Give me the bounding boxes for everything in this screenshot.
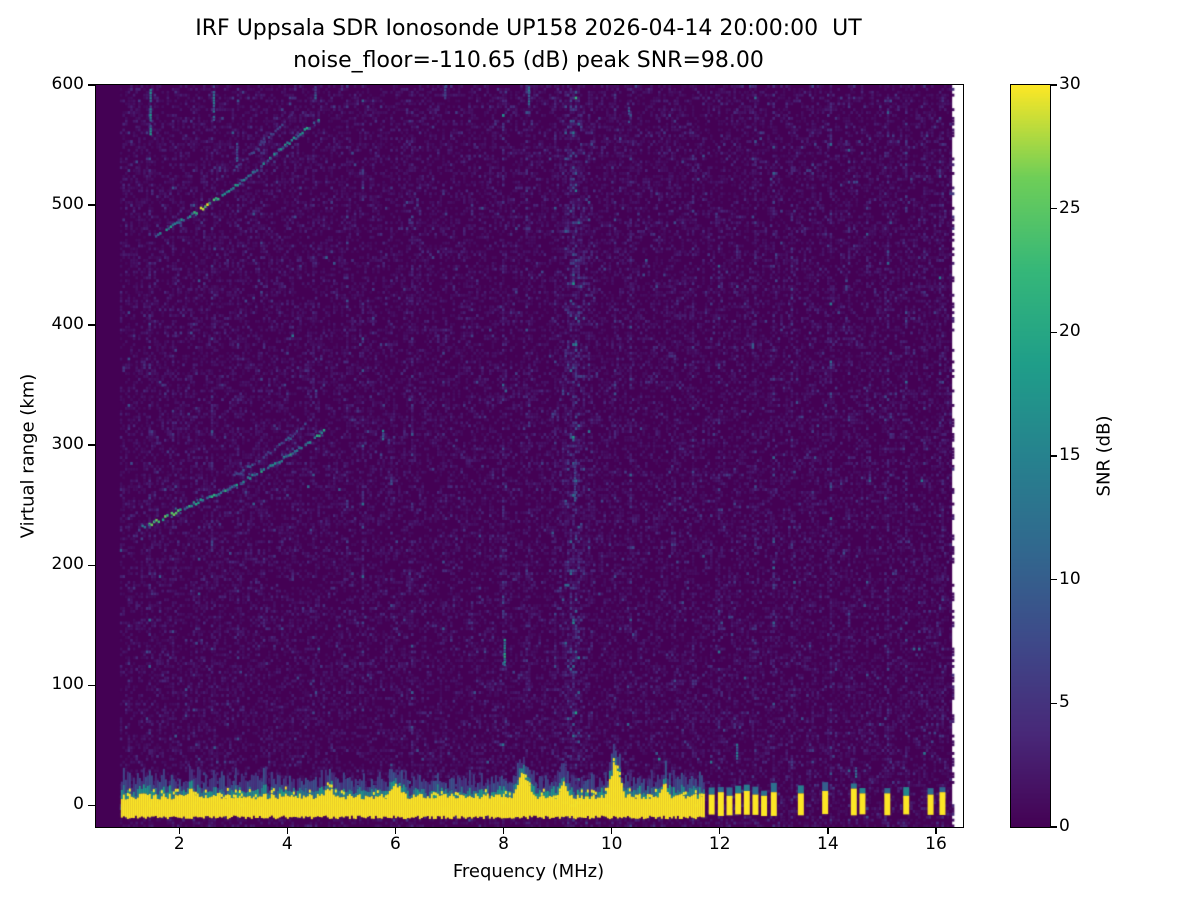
y-tick-mark	[88, 84, 95, 86]
colorbar-tick-label: 10	[1059, 568, 1081, 589]
y-tick-label: 400	[51, 314, 84, 335]
y-tick-label: 500	[51, 194, 84, 215]
colorbar-tick-mark	[1051, 702, 1057, 705]
y-tick-label: 0	[73, 794, 84, 815]
x-tick-label: 8	[498, 834, 509, 854]
x-axis-label: Frequency (MHz)	[452, 861, 605, 882]
x-tick-mark	[286, 828, 289, 834]
colorbar-tick-label: 25	[1059, 197, 1081, 218]
colorbar-tick-mark	[1051, 826, 1057, 828]
x-tick-label: 10	[600, 834, 623, 854]
y-tick-label: 300	[51, 434, 84, 455]
x-tick-label: 14	[817, 834, 839, 854]
y-tick-mark	[88, 804, 95, 807]
x-tick-mark	[178, 828, 180, 834]
colorbar-tick-mark	[1051, 84, 1057, 86]
plot-area	[95, 84, 964, 828]
x-tick-label: 4	[281, 834, 293, 854]
colorbar-tick-mark	[1051, 578, 1057, 581]
colorbar-tick-mark	[1051, 455, 1057, 457]
x-tick-label: 6	[390, 834, 401, 854]
colorbar-tick-label: 0	[1059, 816, 1070, 836]
colorbar-label: SNR (dB)	[1093, 415, 1115, 497]
x-tick-mark	[719, 828, 721, 834]
chart-subtitle: noise_floor=-110.65 (dB) peak SNR=98.00	[293, 48, 764, 73]
y-tick-label: 600	[51, 74, 84, 94]
colorbar-tick-label: 5	[1059, 692, 1070, 713]
y-tick-mark	[88, 204, 95, 206]
x-tick-mark	[610, 828, 613, 834]
y-tick-mark	[88, 324, 95, 326]
colorbar	[1010, 84, 1051, 828]
chart-title: IRF Uppsala SDR Ionosonde UP158 2026-04-…	[195, 16, 862, 41]
x-tick-label: 16	[925, 834, 947, 854]
colorbar-tick-mark	[1051, 207, 1057, 210]
x-tick-label: 2	[173, 834, 185, 854]
y-tick-label: 200	[51, 554, 84, 575]
ionogram-heatmap-canvas	[96, 85, 963, 827]
y-tick-label: 100	[51, 674, 84, 695]
x-tick-mark	[394, 828, 397, 834]
x-tick-mark	[827, 828, 829, 834]
x-tick-mark	[935, 828, 937, 834]
y-tick-mark	[88, 564, 95, 566]
x-tick-mark	[502, 828, 505, 834]
y-tick-mark	[88, 444, 95, 446]
y-axis-label: Virtual range (km)	[17, 373, 39, 539]
colorbar-tick-mark	[1051, 331, 1057, 334]
x-tick-label: 12	[708, 834, 731, 854]
colorbar-tick-label: 30	[1059, 74, 1081, 94]
colorbar-tick-label: 15	[1059, 445, 1081, 465]
colorbar-tick-label: 20	[1059, 321, 1081, 342]
colorbar-gradient-canvas	[1011, 85, 1050, 827]
y-tick-mark	[88, 684, 95, 686]
